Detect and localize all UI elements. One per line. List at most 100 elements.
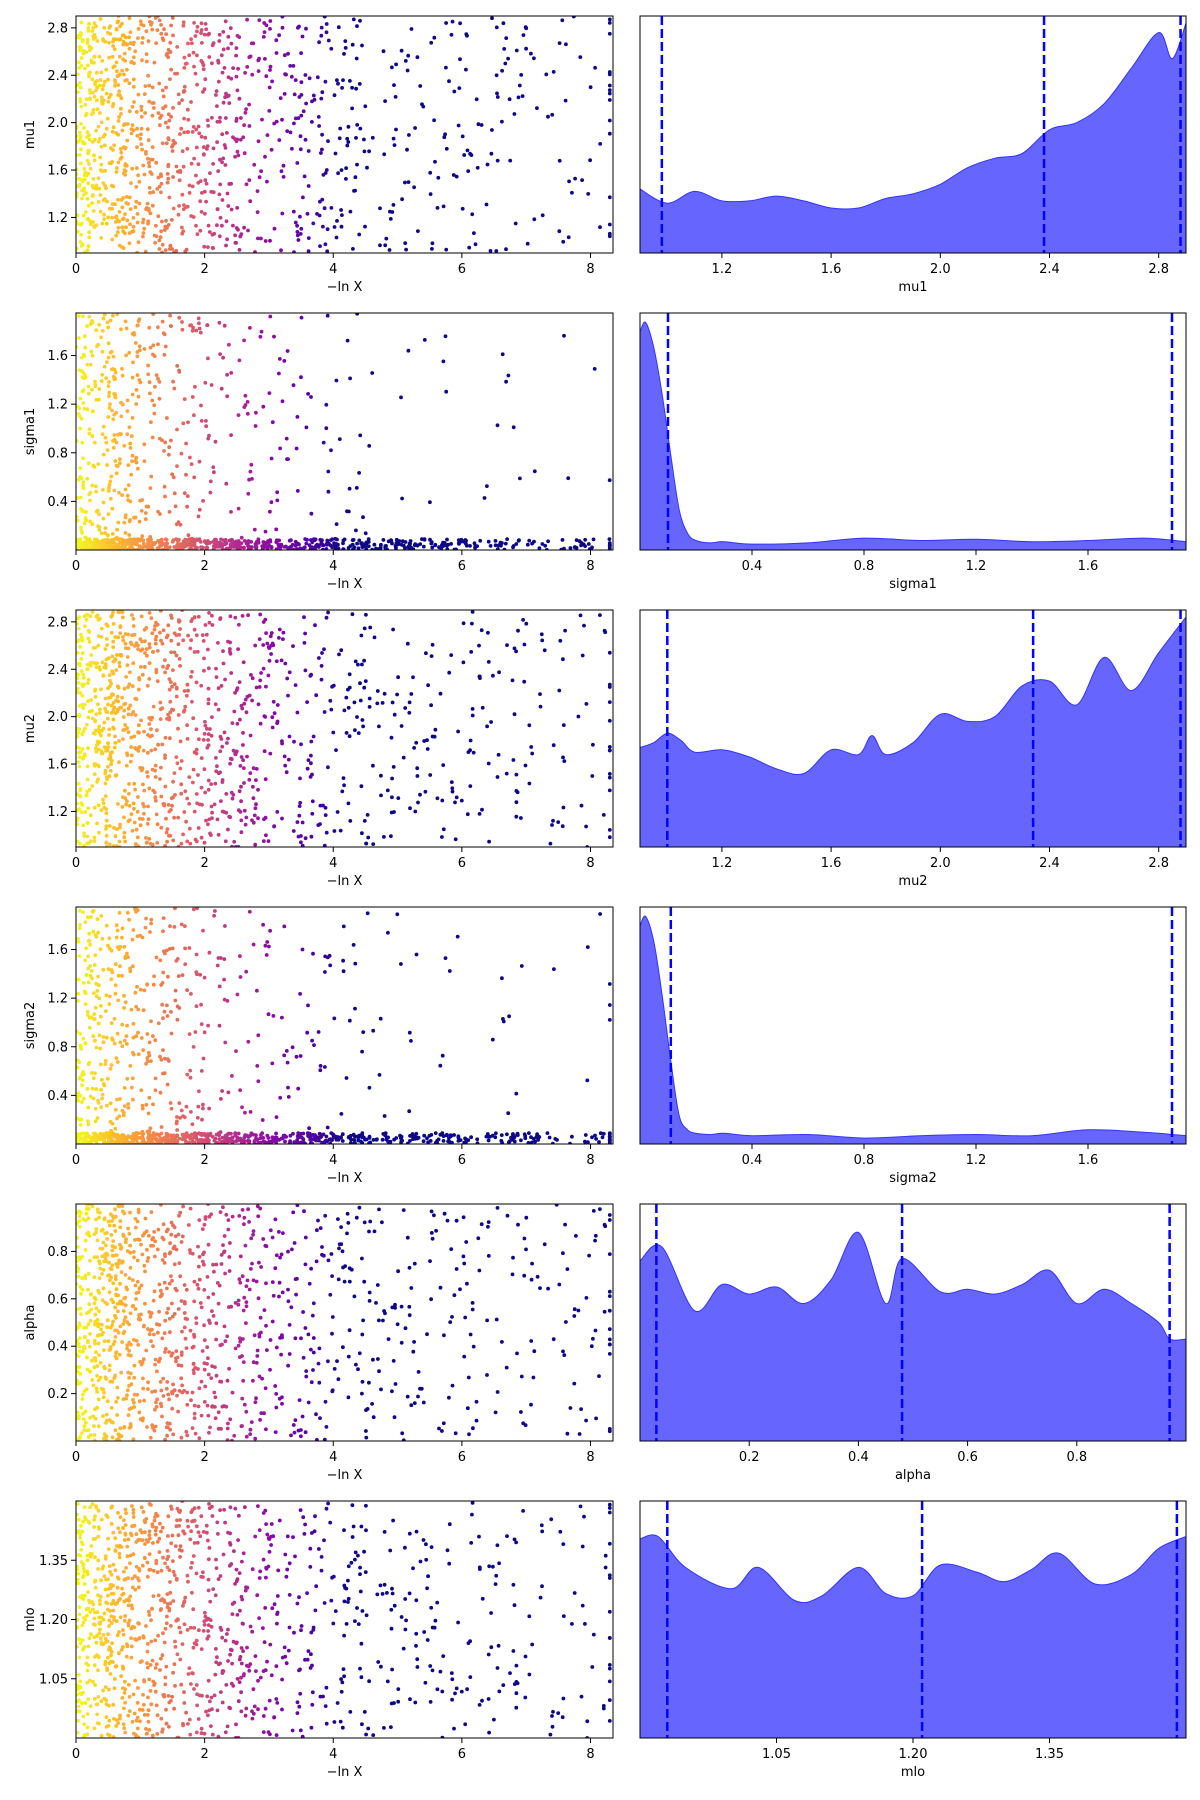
- scatter-point: [288, 130, 293, 135]
- scatter-point: [82, 844, 86, 847]
- scatter-point: [146, 39, 151, 44]
- scatter-point: [368, 1141, 373, 1144]
- x-tick-label: 6: [458, 559, 466, 574]
- scatter-point: [156, 742, 161, 747]
- scatter-point: [101, 181, 106, 186]
- scatter-point: [158, 777, 162, 781]
- scatter-point: [438, 1063, 443, 1068]
- scatter-point: [150, 398, 155, 403]
- scatter-point: [147, 661, 152, 665]
- scatter-point: [85, 789, 90, 794]
- scatter-point: [128, 703, 133, 708]
- y-tick-label: 2.0: [47, 710, 68, 725]
- scatter-point: [125, 1042, 129, 1046]
- scatter-point: [84, 510, 88, 514]
- scatter-point: [407, 700, 412, 705]
- scatter-point: [168, 313, 173, 318]
- scatter-point: [182, 55, 187, 60]
- scatter-point: [260, 1131, 264, 1136]
- scatter-point: [333, 151, 338, 156]
- scatter-point: [280, 117, 284, 122]
- scatter-point: [176, 520, 181, 525]
- scatter-point: [140, 58, 144, 63]
- scatter-point: [363, 679, 368, 683]
- scatter-point: [148, 391, 152, 396]
- scatter-point: [449, 780, 454, 784]
- scatter-point: [265, 641, 270, 646]
- scatter-point: [303, 137, 308, 142]
- scatter-point: [267, 646, 272, 650]
- scatter-point: [78, 81, 82, 85]
- scatter-point: [190, 130, 195, 134]
- scatter-point: [85, 764, 90, 769]
- scatter-point: [177, 657, 182, 661]
- scatter-point: [97, 830, 101, 835]
- scatter-point: [372, 635, 377, 640]
- scatter-point: [233, 1131, 238, 1135]
- scatter-point: [286, 1095, 291, 1099]
- scatter-point: [181, 23, 186, 28]
- scatter-point: [128, 1311, 133, 1316]
- scatter-point: [579, 541, 584, 545]
- scatter-point: [104, 1009, 108, 1013]
- scatter-point: [199, 210, 204, 214]
- scatter-point: [158, 512, 162, 516]
- scatter-point: [138, 19, 143, 24]
- scatter-point: [457, 86, 462, 90]
- scatter-point: [287, 538, 292, 543]
- scatter-point: [322, 16, 327, 19]
- scatter-point: [158, 123, 162, 128]
- scatter-point: [407, 133, 411, 137]
- scatter-point: [455, 934, 460, 939]
- scatter-point: [147, 1040, 152, 1045]
- scatter-point: [142, 729, 146, 734]
- scatter-point: [274, 659, 279, 664]
- scatter-point: [103, 706, 108, 711]
- scatter-point: [160, 641, 165, 646]
- scatter-point: [128, 499, 133, 504]
- scatter-point: [145, 653, 149, 658]
- scatter-point: [101, 316, 106, 321]
- scatter-point: [89, 653, 94, 657]
- scatter-point: [122, 231, 127, 236]
- scatter-point: [109, 703, 114, 708]
- scatter-point: [186, 117, 191, 122]
- scatter-point: [85, 821, 90, 825]
- scatter-point: [324, 615, 329, 620]
- scatter-point: [85, 722, 89, 727]
- scatter-point: [454, 795, 459, 800]
- scatter-point: [125, 1023, 129, 1028]
- scatter-point: [215, 1140, 220, 1144]
- scatter-point: [135, 835, 140, 840]
- scatter-point: [93, 1106, 98, 1111]
- scatter-point: [189, 992, 193, 996]
- scatter-point: [107, 727, 112, 732]
- x-tick-label: 6: [458, 1153, 466, 1168]
- scatter-point: [217, 39, 222, 43]
- scatter-point: [129, 1085, 134, 1090]
- scatter-point: [164, 1138, 169, 1143]
- scatter-point: [78, 161, 83, 166]
- scatter-point: [163, 843, 167, 847]
- scatter-point: [244, 182, 249, 187]
- scatter-point: [468, 544, 472, 548]
- scatter-point: [285, 676, 290, 681]
- scatter-point: [196, 514, 201, 519]
- scatter-point: [269, 456, 274, 461]
- scatter-point: [106, 341, 111, 346]
- scatter-point: [532, 217, 537, 222]
- scatter-point: [136, 647, 141, 652]
- scatter-point: [106, 542, 111, 546]
- scatter-point: [110, 1435, 115, 1440]
- scatter-point: [445, 1218, 450, 1223]
- scatter-point: [268, 27, 272, 31]
- scatter-point: [511, 758, 516, 762]
- scatter-point: [117, 89, 122, 94]
- scatter-point: [125, 122, 130, 126]
- scatter-point: [394, 541, 399, 546]
- y-tick-label: 1.6: [47, 943, 68, 958]
- scatter-point: [388, 217, 393, 221]
- scatter-point: [76, 651, 80, 655]
- scatter-point: [592, 367, 597, 371]
- scatter-point: [152, 403, 157, 408]
